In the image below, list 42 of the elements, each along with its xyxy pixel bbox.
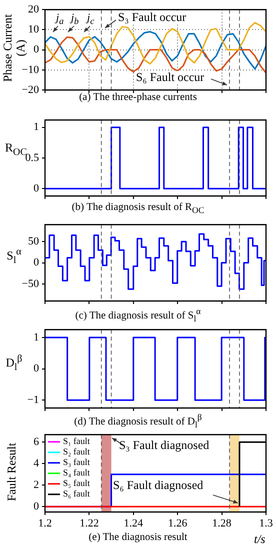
x-tick-label: 1.3 [259,517,274,530]
series-label: j$_{c}$ [86,12,96,26]
annotation: S₆ Fault diagnosed [112,478,204,492]
x-tick-label: 1.24 [124,517,144,530]
legend-label: S₄ fault [63,468,90,478]
y-tick-label: 1 [34,331,39,344]
y-tick-label: −50 [22,278,40,290]
legend-label: S₆ fault [63,488,90,499]
y-tick-label: −20 [22,84,40,96]
x-tick-label: 1.2 [38,517,52,530]
y-tick-label: 0 [34,362,40,375]
x-axis-title: t/s [254,532,266,547]
legend-label: S₁ fault [63,436,90,446]
y-axis-title: R$_{OC}$ [5,140,27,158]
annotation: S₆ Fault occur [135,70,206,84]
text: (b) The diagnosis result of R$_{OC}$ [70,202,206,216]
text: (a) The three-phase currents [79,92,197,103]
series-label: j$_{a}$ [55,12,65,26]
y-axis-title: Fault Result [4,442,19,504]
x-tick-label: 1.22 [80,517,99,530]
legend-label: S₂ fault [63,446,90,457]
y-tick-label: 2 [34,479,39,492]
x-tick-label: 1.26 [168,517,188,530]
y-tick-label: 1 [34,121,39,134]
y-tick-label: −10 [22,64,40,76]
legend-label: S₃ fault [63,457,90,468]
text: (e) The diagnosis result [88,532,188,543]
annotation: S₃ Fault occur [117,10,188,24]
x-tick-label: 1.28 [212,517,232,530]
y-tick-label: 6 [34,436,40,448]
y-tick-label: 0.5 [25,152,40,164]
y-tick-label: 0 [34,182,40,195]
y-tick-label: 10 [28,24,40,36]
legend-label: S₅ fault [63,478,90,488]
y-tick-label: 0 [34,44,40,56]
series-label: j$_{b}$ [70,12,80,26]
y-tick-label: 4 [34,458,40,470]
y-tick-label: 0 [34,256,40,269]
y-tick-label: −1 [27,394,39,406]
y-tick-label: 20 [28,3,40,16]
y-tick-label: 0 [34,500,40,513]
y-tick-label: 50 [28,235,40,248]
